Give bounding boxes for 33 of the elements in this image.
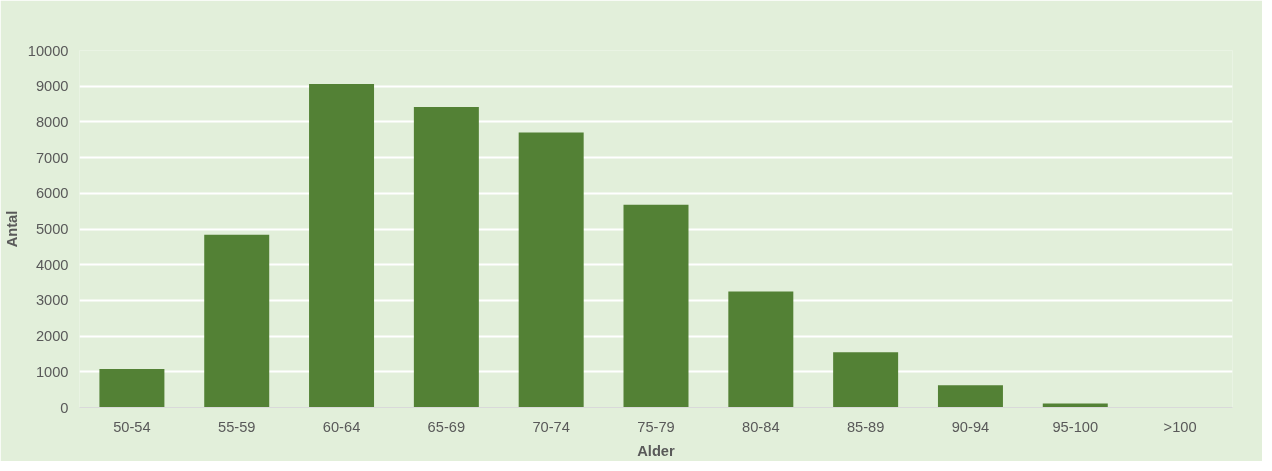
x-tick-label: 90-94 bbox=[951, 418, 990, 435]
bar bbox=[309, 84, 375, 408]
y-tick-label: 5000 bbox=[35, 221, 69, 237]
bar bbox=[728, 291, 794, 408]
y-tick-label: 8000 bbox=[35, 113, 69, 130]
y-tick-label: 3000 bbox=[35, 292, 69, 309]
x-tick-label: >100 bbox=[1163, 418, 1197, 435]
x-tick-label: 60-64 bbox=[322, 418, 361, 435]
x-tick-label: 75-79 bbox=[637, 418, 675, 435]
x-tick-label: 55-59 bbox=[217, 418, 256, 435]
x-tick-label: 95-100 bbox=[1052, 418, 1099, 435]
y-tick-label: 1000 bbox=[35, 363, 69, 380]
bar bbox=[204, 234, 270, 408]
bar bbox=[99, 368, 165, 408]
y-tick-label: 6000 bbox=[35, 185, 69, 202]
bar bbox=[937, 385, 1003, 408]
y-tick-label: 0 bbox=[60, 399, 69, 416]
x-tick-label: 70-74 bbox=[532, 418, 570, 435]
y-tick-label: 10000 bbox=[27, 42, 69, 59]
bar bbox=[518, 132, 584, 408]
bar bbox=[413, 106, 479, 408]
y-tick-label: 7000 bbox=[35, 149, 69, 166]
y-tick-label: 9000 bbox=[35, 78, 69, 95]
y-tick-label: 2000 bbox=[35, 328, 69, 345]
y-axis-title: Antal bbox=[3, 210, 20, 248]
x-tick-label: 65-69 bbox=[427, 418, 466, 435]
x-axis-title: Alder bbox=[637, 442, 676, 459]
bar bbox=[833, 352, 899, 408]
y-tick-label: 4000 bbox=[35, 256, 69, 273]
x-tick-label: 85-89 bbox=[846, 418, 885, 435]
x-tick-label: 80-84 bbox=[742, 418, 780, 435]
bar bbox=[623, 204, 689, 408]
x-tick-label: 50-54 bbox=[113, 418, 151, 435]
